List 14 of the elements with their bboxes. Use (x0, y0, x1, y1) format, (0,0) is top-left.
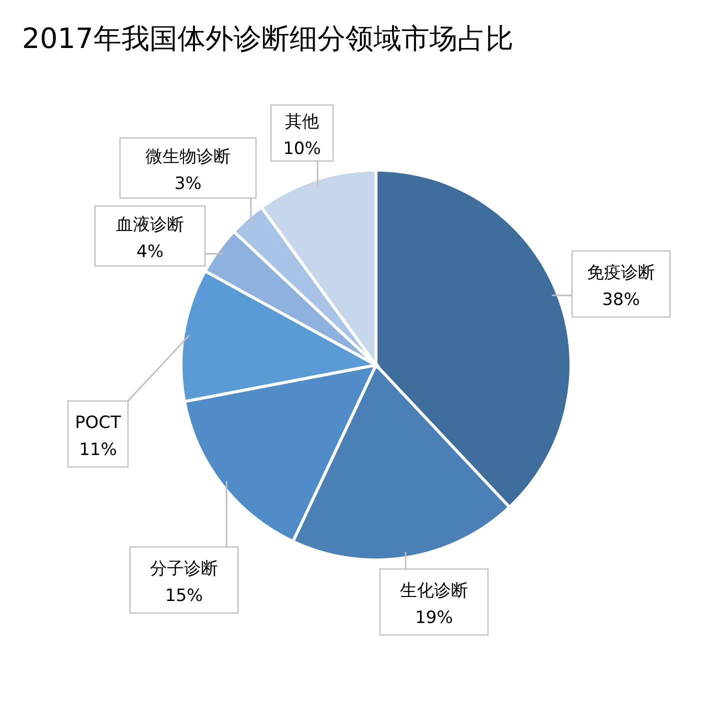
data-label: 11% (79, 440, 117, 460)
data-label: 4% (136, 242, 164, 262)
data-label: 15% (165, 586, 203, 606)
title: 2017年我国体外诊断细分领域市场占比 (22, 22, 514, 55)
data-label: 10% (283, 139, 321, 159)
data-label: 3% (174, 174, 202, 194)
data-label: 38% (602, 290, 640, 310)
slice-label: POCT (75, 413, 122, 433)
slice-label: 生化诊断 (400, 581, 468, 601)
slice-label: 分子诊断 (150, 559, 218, 579)
data-label: 19% (415, 608, 453, 628)
slice-label: 微生物诊断 (146, 147, 230, 167)
slice-label: 免疫诊断 (587, 263, 655, 283)
slice-label: 其他 (285, 112, 319, 132)
